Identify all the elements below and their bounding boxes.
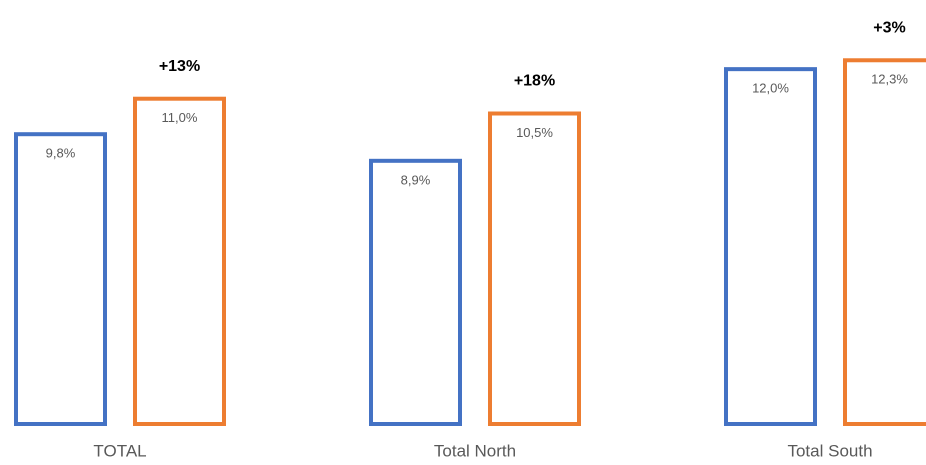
bar: [724, 67, 817, 427]
data-label: 8,9%: [401, 172, 431, 187]
x-tick-label: Total North: [434, 441, 516, 460]
bar: [14, 132, 107, 426]
x-tick-label: TOTAL: [93, 441, 146, 460]
annotation: +3%: [873, 19, 905, 36]
bar: [488, 111, 581, 426]
data-label: 12,0%: [752, 81, 789, 96]
bar: [133, 96, 226, 426]
annotation: +18%: [514, 73, 555, 90]
x-tick-label: Total South: [787, 441, 872, 460]
data-label: 10,5%: [516, 125, 553, 140]
bar: [369, 158, 462, 426]
data-label: 9,8%: [46, 146, 76, 161]
data-label: 12,3%: [871, 72, 908, 87]
bar: [843, 58, 926, 427]
data-label: 11,0%: [162, 110, 198, 125]
annotation: +13%: [159, 58, 200, 75]
